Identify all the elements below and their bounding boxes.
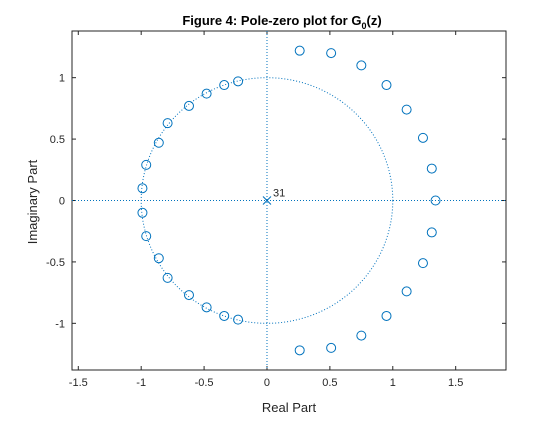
zero-marker (183, 100, 194, 111)
y-axis-label: Imaginary Part (25, 159, 40, 244)
zero-marker (381, 310, 392, 321)
pole-zero-markers (137, 45, 441, 356)
unit-circle (140, 77, 394, 324)
y-tick-label: -1 (55, 318, 65, 330)
x-tick-label: 0.5 (322, 377, 337, 389)
zero-marker (141, 159, 152, 170)
zero-marker (326, 48, 337, 59)
pole-cross-stroke (262, 196, 272, 205)
zero-marker (162, 272, 173, 283)
y-tick-label: 0 (59, 196, 65, 208)
y-tick-label: -0.5 (46, 257, 65, 269)
zero-marker (417, 258, 428, 269)
zero-marker (162, 118, 173, 129)
zero-marker (294, 45, 305, 56)
x-tick-label: -0.5 (195, 377, 214, 389)
x-tick-label: 1 (390, 377, 396, 389)
zero-marker (201, 88, 212, 99)
zero-marker (356, 60, 367, 71)
zero-marker (153, 253, 164, 264)
zero-marker (294, 345, 305, 356)
reference-lines (72, 31, 506, 370)
zero-marker (137, 207, 148, 218)
zero-marker (137, 183, 148, 194)
x-tick-label: -1 (136, 377, 146, 389)
zero-marker (326, 342, 337, 353)
zero-marker (426, 163, 437, 174)
zero-marker (356, 330, 367, 341)
zero-marker (381, 80, 392, 91)
x-axis-label: Real Part (262, 400, 317, 415)
zero-marker (153, 137, 164, 148)
zero-marker (219, 310, 230, 321)
x-tick-label: 1.5 (448, 377, 463, 389)
plot-title-main: Figure 4: Pole-zero plot for G (182, 13, 361, 28)
x-tick-label: -1.5 (69, 377, 88, 389)
pole-multiplicity-label: 31 (273, 188, 285, 200)
zero-marker (201, 302, 212, 313)
plot-title: Figure 4: Pole-zero plot for G0(z) (182, 13, 381, 31)
tick-labels: -1.5 -1 -0.5 0 0.5 1 1.5 -1 -0.5 0 0.5 1 31 (46, 73, 463, 389)
y-tick-label: 0.5 (50, 134, 65, 146)
x-tick-label: 0 (264, 377, 270, 389)
zero-marker (430, 195, 441, 206)
zero-marker (426, 227, 437, 238)
zero-marker (141, 231, 152, 242)
zero-marker (233, 314, 244, 325)
zero-marker (233, 76, 244, 87)
plot-title-tail: (z) (366, 13, 381, 28)
zero-marker (219, 80, 230, 91)
y-tick-label: 1 (59, 73, 65, 85)
pole-marker (262, 196, 272, 205)
zero-marker (401, 286, 412, 297)
zero-marker (401, 104, 412, 115)
zero-marker (417, 132, 428, 143)
plot-title-subscript: 0 (361, 21, 366, 31)
zero-marker (183, 290, 194, 301)
